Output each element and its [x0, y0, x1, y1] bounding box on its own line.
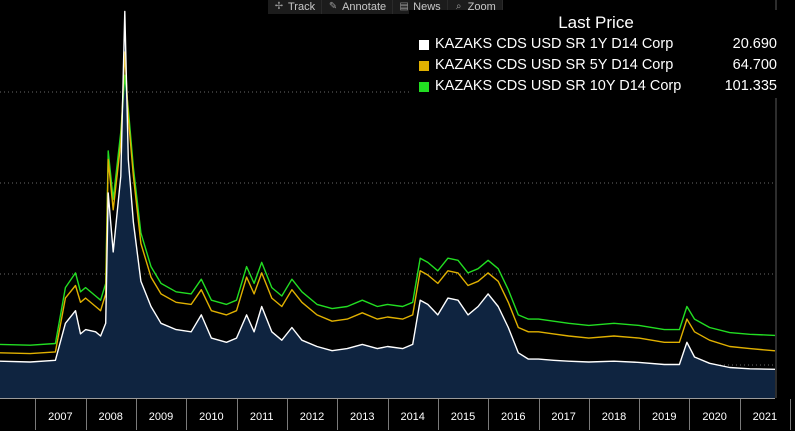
legend-entry-1y[interactable]: KAZAKS CDS USD SR 1Y D14 Corp 20.690 [409, 34, 783, 55]
x-tick-2012 [286, 399, 288, 430]
legend-value-10y: 101.335 [724, 78, 777, 94]
news-icon: ▤ [399, 1, 409, 12]
x-tick-2014 [387, 399, 389, 430]
x-tick-label-2016: 2016 [501, 411, 526, 423]
legend-entry-10y[interactable]: KAZAKS CDS USD SR 10Y D14 Corp 101.335 [409, 76, 783, 97]
area-fill-1y [0, 11, 775, 399]
x-tick-2020 [689, 399, 691, 430]
x-tick-label-2017: 2017 [551, 411, 576, 423]
legend-title: Last Price [558, 13, 634, 32]
x-tick-label-2008: 2008 [98, 411, 123, 423]
legend-value-1y: 20.690 [732, 36, 777, 52]
x-tick-label-2012: 2012 [299, 411, 325, 423]
x-tick-label-2020: 2020 [702, 411, 727, 423]
legend: Last Price KAZAKS CDS USD SR 1Y D14 Corp… [409, 10, 783, 98]
x-tick-2008 [85, 399, 87, 430]
x-axis: 2007 2008 2009 2010 2011 2012 2013 2014 2015 2016… [0, 398, 792, 431]
legend-swatch-1y [419, 39, 429, 50]
x-tick-2010 [186, 399, 188, 430]
x-tick-2011 [236, 399, 238, 430]
x-tick-2021 [739, 399, 741, 430]
legend-swatch-5y [419, 60, 429, 71]
legend-name-5y: KAZAKS CDS USD SR 5Y D14 Corp [435, 57, 674, 73]
x-tick-2013 [337, 399, 339, 430]
series-line-1y [0, 10, 776, 370]
toolbar-track-button[interactable]: ✢ Track [268, 0, 323, 14]
pencil-icon: ✎ [328, 1, 338, 12]
series-line-10y [0, 74, 776, 346]
toolbar-annotate-button[interactable]: ✎ Annotate [322, 0, 394, 14]
x-tick-2018 [588, 399, 590, 430]
x-tick-end [790, 399, 792, 430]
x-tick-label-2019: 2019 [652, 411, 677, 423]
x-tick-label-2010: 2010 [199, 411, 224, 423]
x-tick-label-2018: 2018 [601, 411, 627, 423]
x-tick-label-2021: 2021 [752, 411, 778, 423]
legend-swatch-10y [419, 81, 429, 92]
toolbar-annotate-label: Annotate [342, 1, 387, 13]
x-tick-label-2009: 2009 [148, 411, 174, 423]
legend-value-5y: 64.700 [732, 57, 777, 73]
crosshair-icon: ✢ [274, 1, 284, 12]
x-tick-2007 [35, 399, 37, 430]
magnifier-icon: ⌕ [455, 1, 462, 12]
series-line-5y [0, 51, 776, 355]
toolbar-track-label: Track [288, 1, 316, 13]
x-tick-2015 [437, 399, 439, 430]
legend-name-10y: KAZAKS CDS USD SR 10Y D14 Corp [435, 78, 682, 94]
x-tick-label-2007: 2007 [48, 411, 73, 423]
x-tick-label-2015: 2015 [450, 411, 476, 423]
x-tick-label-2014: 2014 [400, 411, 425, 423]
series-lines [0, 10, 776, 370]
x-tick-2019 [639, 399, 641, 430]
x-tick-2016 [488, 399, 490, 430]
legend-entry-5y[interactable]: KAZAKS CDS USD SR 5Y D14 Corp 64.700 [409, 55, 783, 76]
series-area-fill [0, 11, 775, 399]
legend-name-1y: KAZAKS CDS USD SR 1Y D14 Corp [435, 36, 674, 52]
x-tick-label-2013: 2013 [350, 411, 375, 423]
x-tick-2017 [538, 399, 540, 430]
x-tick-label-2011: 2011 [249, 411, 274, 423]
x-tick-2009 [135, 399, 137, 430]
